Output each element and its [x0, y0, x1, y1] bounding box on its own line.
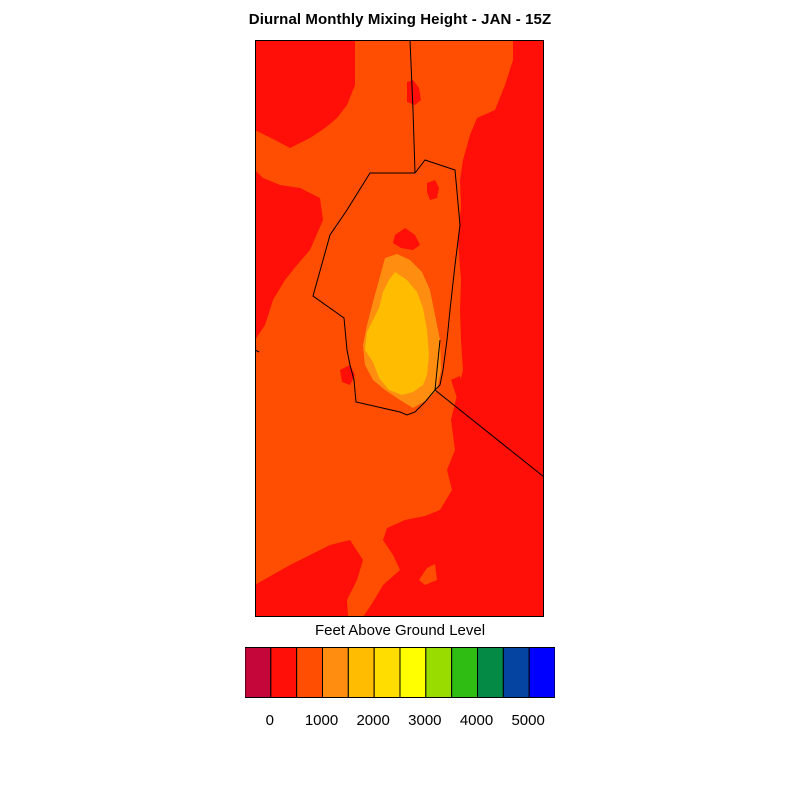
- legend-swatch-9: [477, 647, 504, 698]
- legend-swatch-10: [502, 647, 530, 698]
- legend-swatch-6: [399, 647, 427, 698]
- legend-swatch-11: [528, 647, 555, 698]
- legend-swatch-0: [245, 647, 272, 698]
- contour-red-island-north-2: [393, 228, 420, 250]
- legend-tick-label: 4000: [459, 712, 494, 729]
- legend-swatch-1: [270, 647, 298, 698]
- contour-red-orange-island-south: [419, 564, 437, 585]
- legend-swatch-2: [296, 647, 323, 698]
- map-frame: [255, 40, 544, 617]
- legend-tick-label: 3000: [408, 712, 442, 729]
- contour-red-island-upper: [407, 80, 421, 105]
- boundary-outline: [312, 159, 461, 416]
- contour-amber: [365, 272, 429, 395]
- boundary-southeast-line: [434, 389, 544, 478]
- legend-tick-label: 1000: [304, 712, 339, 729]
- boundary-lines: [255, 40, 544, 478]
- contour-red-island-north-1: [427, 180, 439, 200]
- legend-title: Feet Above Ground Level: [314, 622, 486, 639]
- legend-swatch-7: [425, 647, 453, 698]
- color-legend-bar: [245, 647, 555, 698]
- legend-tick-label: 5000: [511, 712, 545, 729]
- boundary-inner-edge: [434, 339, 441, 391]
- legend-swatch-8: [451, 647, 478, 698]
- boundary-north-line: [409, 40, 416, 174]
- map-title: Diurnal Monthly Mixing Height - JAN - 15…: [248, 11, 552, 28]
- legend-tick-label: 0: [265, 712, 274, 729]
- mixing-height-map: [255, 40, 544, 617]
- legend-swatch-4: [347, 647, 375, 698]
- legend-swatch-5: [373, 647, 401, 698]
- legend-tick-label: 2000: [356, 712, 390, 729]
- legend-swatch-3: [322, 647, 349, 698]
- contour-red-notch-east: [451, 376, 463, 398]
